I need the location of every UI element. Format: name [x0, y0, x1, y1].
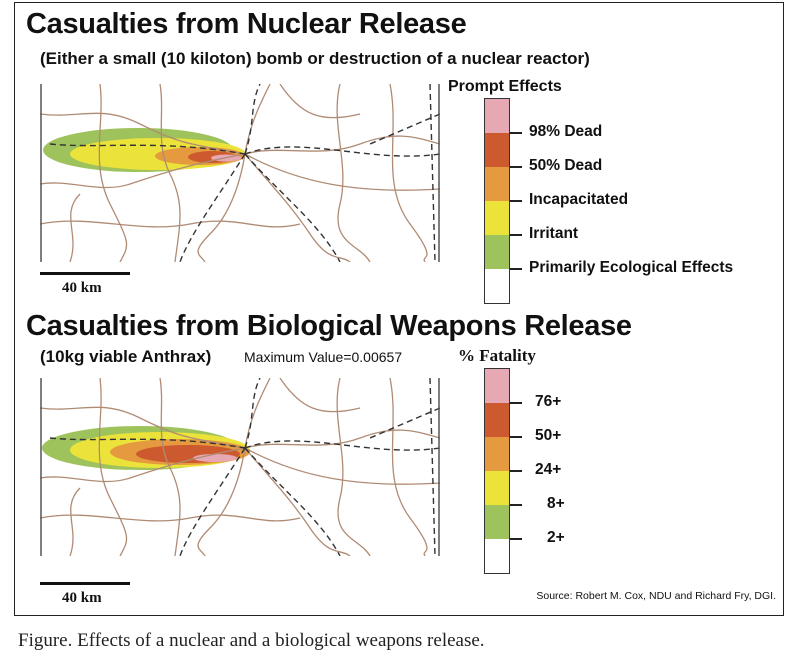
nuclear-subtitle: (Either a small (10 kiloton) bomb or des…: [40, 49, 590, 68]
nuclear-swatch-0: [485, 99, 509, 133]
bio-road-network: [40, 378, 440, 556]
bio-legend-title: % Fatality: [458, 346, 536, 365]
nuclear-tick-5: [510, 268, 522, 270]
bio-swatch-0: [485, 369, 509, 403]
nuclear-plume-map: [40, 84, 440, 262]
bio-legend-label-24: 24+: [535, 461, 562, 478]
nuclear-swatch-4: [485, 235, 509, 269]
bio-swatch-5: [485, 539, 509, 573]
bio-swatch-2: [485, 437, 509, 471]
bio-swatch-4: [485, 505, 509, 539]
nuclear-tick-1: [510, 132, 522, 134]
bio-tick-2: [510, 436, 522, 438]
nuclear-tick-2: [510, 166, 522, 168]
bio-title: Casualties from Biological Weapons Relea…: [26, 310, 632, 342]
nuclear-legend-label-ecological: Primarily Ecological Effects: [529, 259, 734, 276]
nuclear-legend-title: Prompt Effects: [448, 78, 562, 95]
bio-tick-5: [510, 538, 522, 540]
source-credit: Source: Robert M. Cox, NDU and Richard F…: [536, 590, 776, 602]
bio-swatch-1: [485, 403, 509, 437]
nuclear-legend-label-incapacitated: Incapacitated: [529, 191, 629, 208]
map-frame-ticks: [40, 84, 440, 262]
bio-plume: [42, 426, 250, 470]
bio-map-frame-ticks: [40, 378, 440, 556]
bio-tick-4: [510, 504, 522, 506]
bio-rail-lines: [49, 378, 440, 556]
nuclear-swatch-1: [485, 133, 509, 167]
rail-lines: [49, 84, 440, 262]
bio-legend-label-76: 76+: [535, 393, 562, 410]
nuclear-tick-4: [510, 234, 522, 236]
bio-swatch-3: [485, 471, 509, 505]
nuclear-swatch-2: [485, 167, 509, 201]
bio-legend-label-50: 50+: [535, 427, 562, 444]
figure-frame: [14, 2, 784, 616]
nuclear-legend-swatches: [484, 98, 510, 304]
nuclear-scale-bar: [40, 272, 130, 275]
bio-legend-label-8: 8+: [547, 495, 565, 512]
nuclear-swatch-5: [485, 269, 509, 303]
nuclear-legend-label-98-dead: 98% Dead: [529, 123, 603, 140]
bio-plume-map: [40, 378, 440, 556]
nuclear-tick-3: [510, 200, 522, 202]
nuclear-scale-label: 40 km: [62, 280, 102, 296]
nuclear-swatch-3: [485, 201, 509, 235]
bio-tick-1: [510, 402, 522, 404]
figure-caption: Figure. Effects of a nuclear and a biolo…: [18, 630, 485, 651]
bio-legend-swatches: [484, 368, 510, 574]
bio-maximum-value: Maximum Value=0.00657: [244, 349, 403, 365]
road-network: [40, 84, 440, 262]
bio-legend-label-2: 2+: [547, 529, 565, 546]
nuclear-legend-label-irritant: Irritant: [529, 225, 579, 242]
bio-tick-3: [510, 470, 522, 472]
bio-subtitle: (10kg viable Anthrax): [40, 347, 212, 366]
bio-scale-label: 40 km: [62, 590, 102, 606]
bio-scale-bar: [40, 582, 130, 585]
nuclear-legend-label-50-dead: 50% Dead: [529, 157, 603, 174]
nuclear-title: Casualties from Nuclear Release: [26, 8, 467, 40]
